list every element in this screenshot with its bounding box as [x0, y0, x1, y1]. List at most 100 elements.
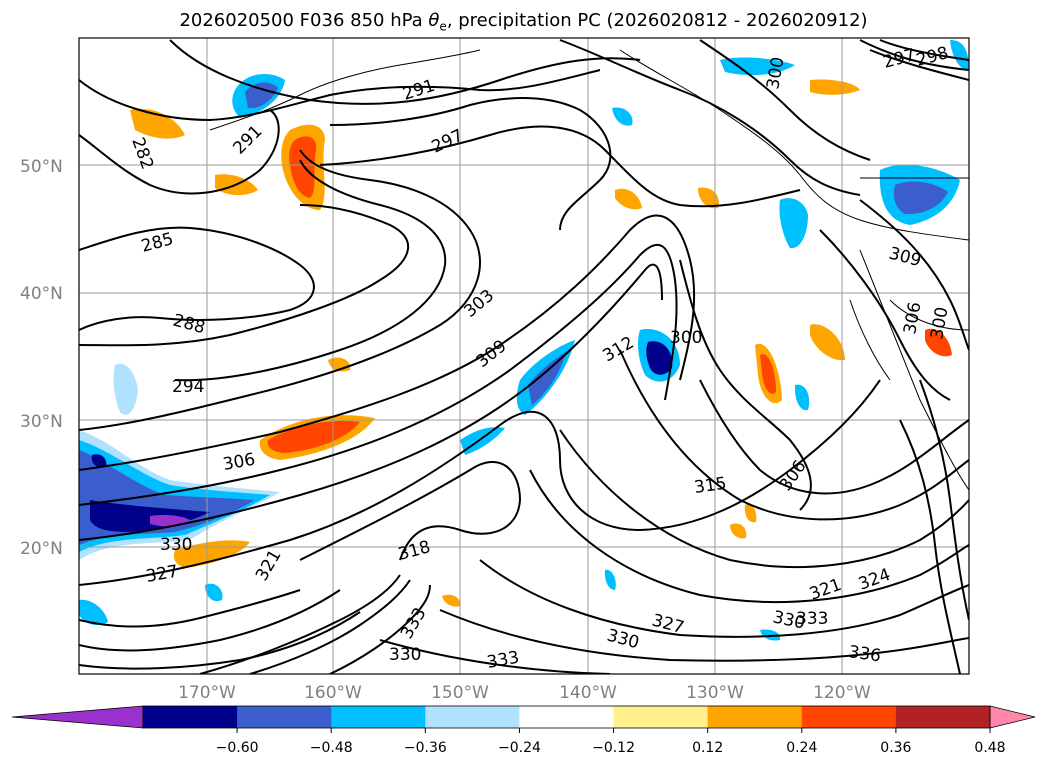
contour-line	[329, 97, 612, 231]
contour-line	[79, 611, 361, 670]
contour-line	[79, 204, 410, 347]
precip-negative-area	[91, 454, 107, 468]
lon-tick-label: 130°W	[686, 683, 744, 703]
colorbar-tick-label: −0.24	[498, 740, 541, 756]
colorbar-segment	[237, 706, 332, 728]
colorbar-segment	[143, 706, 238, 728]
contour-line	[859, 39, 969, 71]
precip-negative-area	[205, 583, 223, 602]
lat-tick-label: 40°N	[20, 284, 63, 304]
colorbar-extend-min	[11, 705, 144, 729]
contour-line	[79, 214, 696, 471]
contour-line	[899, 419, 961, 674]
colorbar-tick-label: 0.48	[974, 740, 1005, 756]
precip-positive-area	[289, 136, 317, 198]
contour-line	[479, 559, 969, 638]
contour-line	[79, 226, 315, 331]
contour-line	[79, 263, 663, 541]
precip-negative-area	[760, 629, 781, 641]
colorbar-tick-label: −0.60	[216, 740, 259, 756]
precip-negative-area	[950, 40, 969, 71]
lon-tick-label: 120°W	[813, 683, 871, 703]
colorbar-tick-label: −0.48	[310, 740, 353, 756]
contour-line	[699, 39, 871, 161]
precip-fill-areas	[79, 40, 969, 641]
contour-line	[319, 125, 801, 208]
lon-tick-label: 170°W	[178, 683, 236, 703]
contour-line	[559, 429, 969, 569]
contour-line	[79, 243, 678, 506]
map-panel	[79, 38, 969, 674]
map-title: 2026020500 F036 850 hPa θe, precipitatio…	[179, 10, 868, 34]
contour-label: 300	[670, 328, 702, 348]
contour-line	[679, 259, 812, 511]
contour-line	[879, 39, 969, 61]
contour-label: 336	[847, 642, 882, 666]
colorbar-extend-max	[989, 705, 1036, 729]
lat-ticks: 50°N 40°N 30°N 20°N	[20, 157, 63, 559]
contour-line	[699, 379, 969, 495]
precip-positive-area	[810, 79, 860, 95]
colorbar-segment	[519, 706, 615, 728]
contour-line	[79, 589, 341, 652]
contour-label: 315	[693, 474, 728, 498]
contour-line	[79, 109, 280, 195]
precip-positive-area	[760, 354, 776, 394]
contour-line	[919, 379, 969, 621]
precip-positive-area	[130, 108, 185, 139]
contour-line	[819, 229, 951, 401]
precip-negative-area	[893, 181, 948, 215]
contour-line	[174, 159, 447, 382]
coastline	[849, 299, 891, 381]
contour-label: 294	[172, 377, 204, 397]
colorbar-tick-label: 0.12	[692, 740, 723, 756]
colorbar: −0.60 −0.48 −0.36 −0.24 −0.12 0.12 0.24 0.36 0.4…	[11, 705, 1036, 756]
contour-line	[199, 574, 401, 674]
precip-negative-area	[528, 352, 566, 405]
colorbar-tick-label: 0.24	[786, 740, 817, 756]
contour-label: 330	[160, 535, 192, 555]
contour-line	[299, 460, 522, 561]
colorbar-segment	[707, 706, 803, 728]
lat-tick-label: 30°N	[20, 412, 63, 432]
precip-positive-area	[442, 594, 461, 607]
precip-negative-area	[460, 427, 505, 455]
contour-line	[79, 589, 301, 628]
contour-line	[859, 199, 969, 351]
precip-positive-area	[730, 523, 747, 539]
lat-tick-label: 20°N	[20, 539, 63, 559]
contour-line	[619, 349, 969, 521]
precip-negative-area	[245, 82, 278, 109]
contour-label: 333	[796, 609, 828, 629]
coastlines	[209, 49, 969, 491]
precip-positive-area	[744, 503, 757, 523]
precip-negative-area	[720, 57, 795, 76]
contour-line	[329, 584, 431, 674]
coastline	[209, 49, 481, 131]
colorbar-tick-label: −0.12	[592, 740, 635, 756]
precip-positive-area	[698, 187, 719, 209]
precip-negative-area	[794, 384, 810, 411]
contour-line	[79, 149, 481, 431]
precip-negative-area	[612, 107, 633, 126]
map-frame	[78, 37, 970, 675]
precip-negative-area	[604, 569, 616, 590]
contour-line	[559, 39, 861, 196]
contour-line	[439, 609, 969, 662]
lon-tick-label: 160°W	[304, 683, 362, 703]
lon-tick-label: 150°W	[431, 683, 489, 703]
colorbar-tick-label: −0.36	[404, 740, 447, 756]
lon-tick-label: 140°W	[559, 683, 617, 703]
precip-negative-area	[646, 341, 673, 375]
contour-line	[79, 379, 881, 586]
lon-ticks: 170°W 160°W 150°W 140°W 130°W 120°W	[178, 683, 871, 703]
precip-negative-area	[779, 198, 808, 249]
contour-label: 330	[389, 645, 421, 665]
lat-tick-label: 50°N	[20, 157, 63, 177]
contour-line	[869, 49, 969, 81]
precip-positive-area	[615, 188, 642, 210]
coastline	[619, 49, 969, 241]
coastline	[859, 249, 969, 491]
theta-e-contours	[79, 39, 969, 674]
